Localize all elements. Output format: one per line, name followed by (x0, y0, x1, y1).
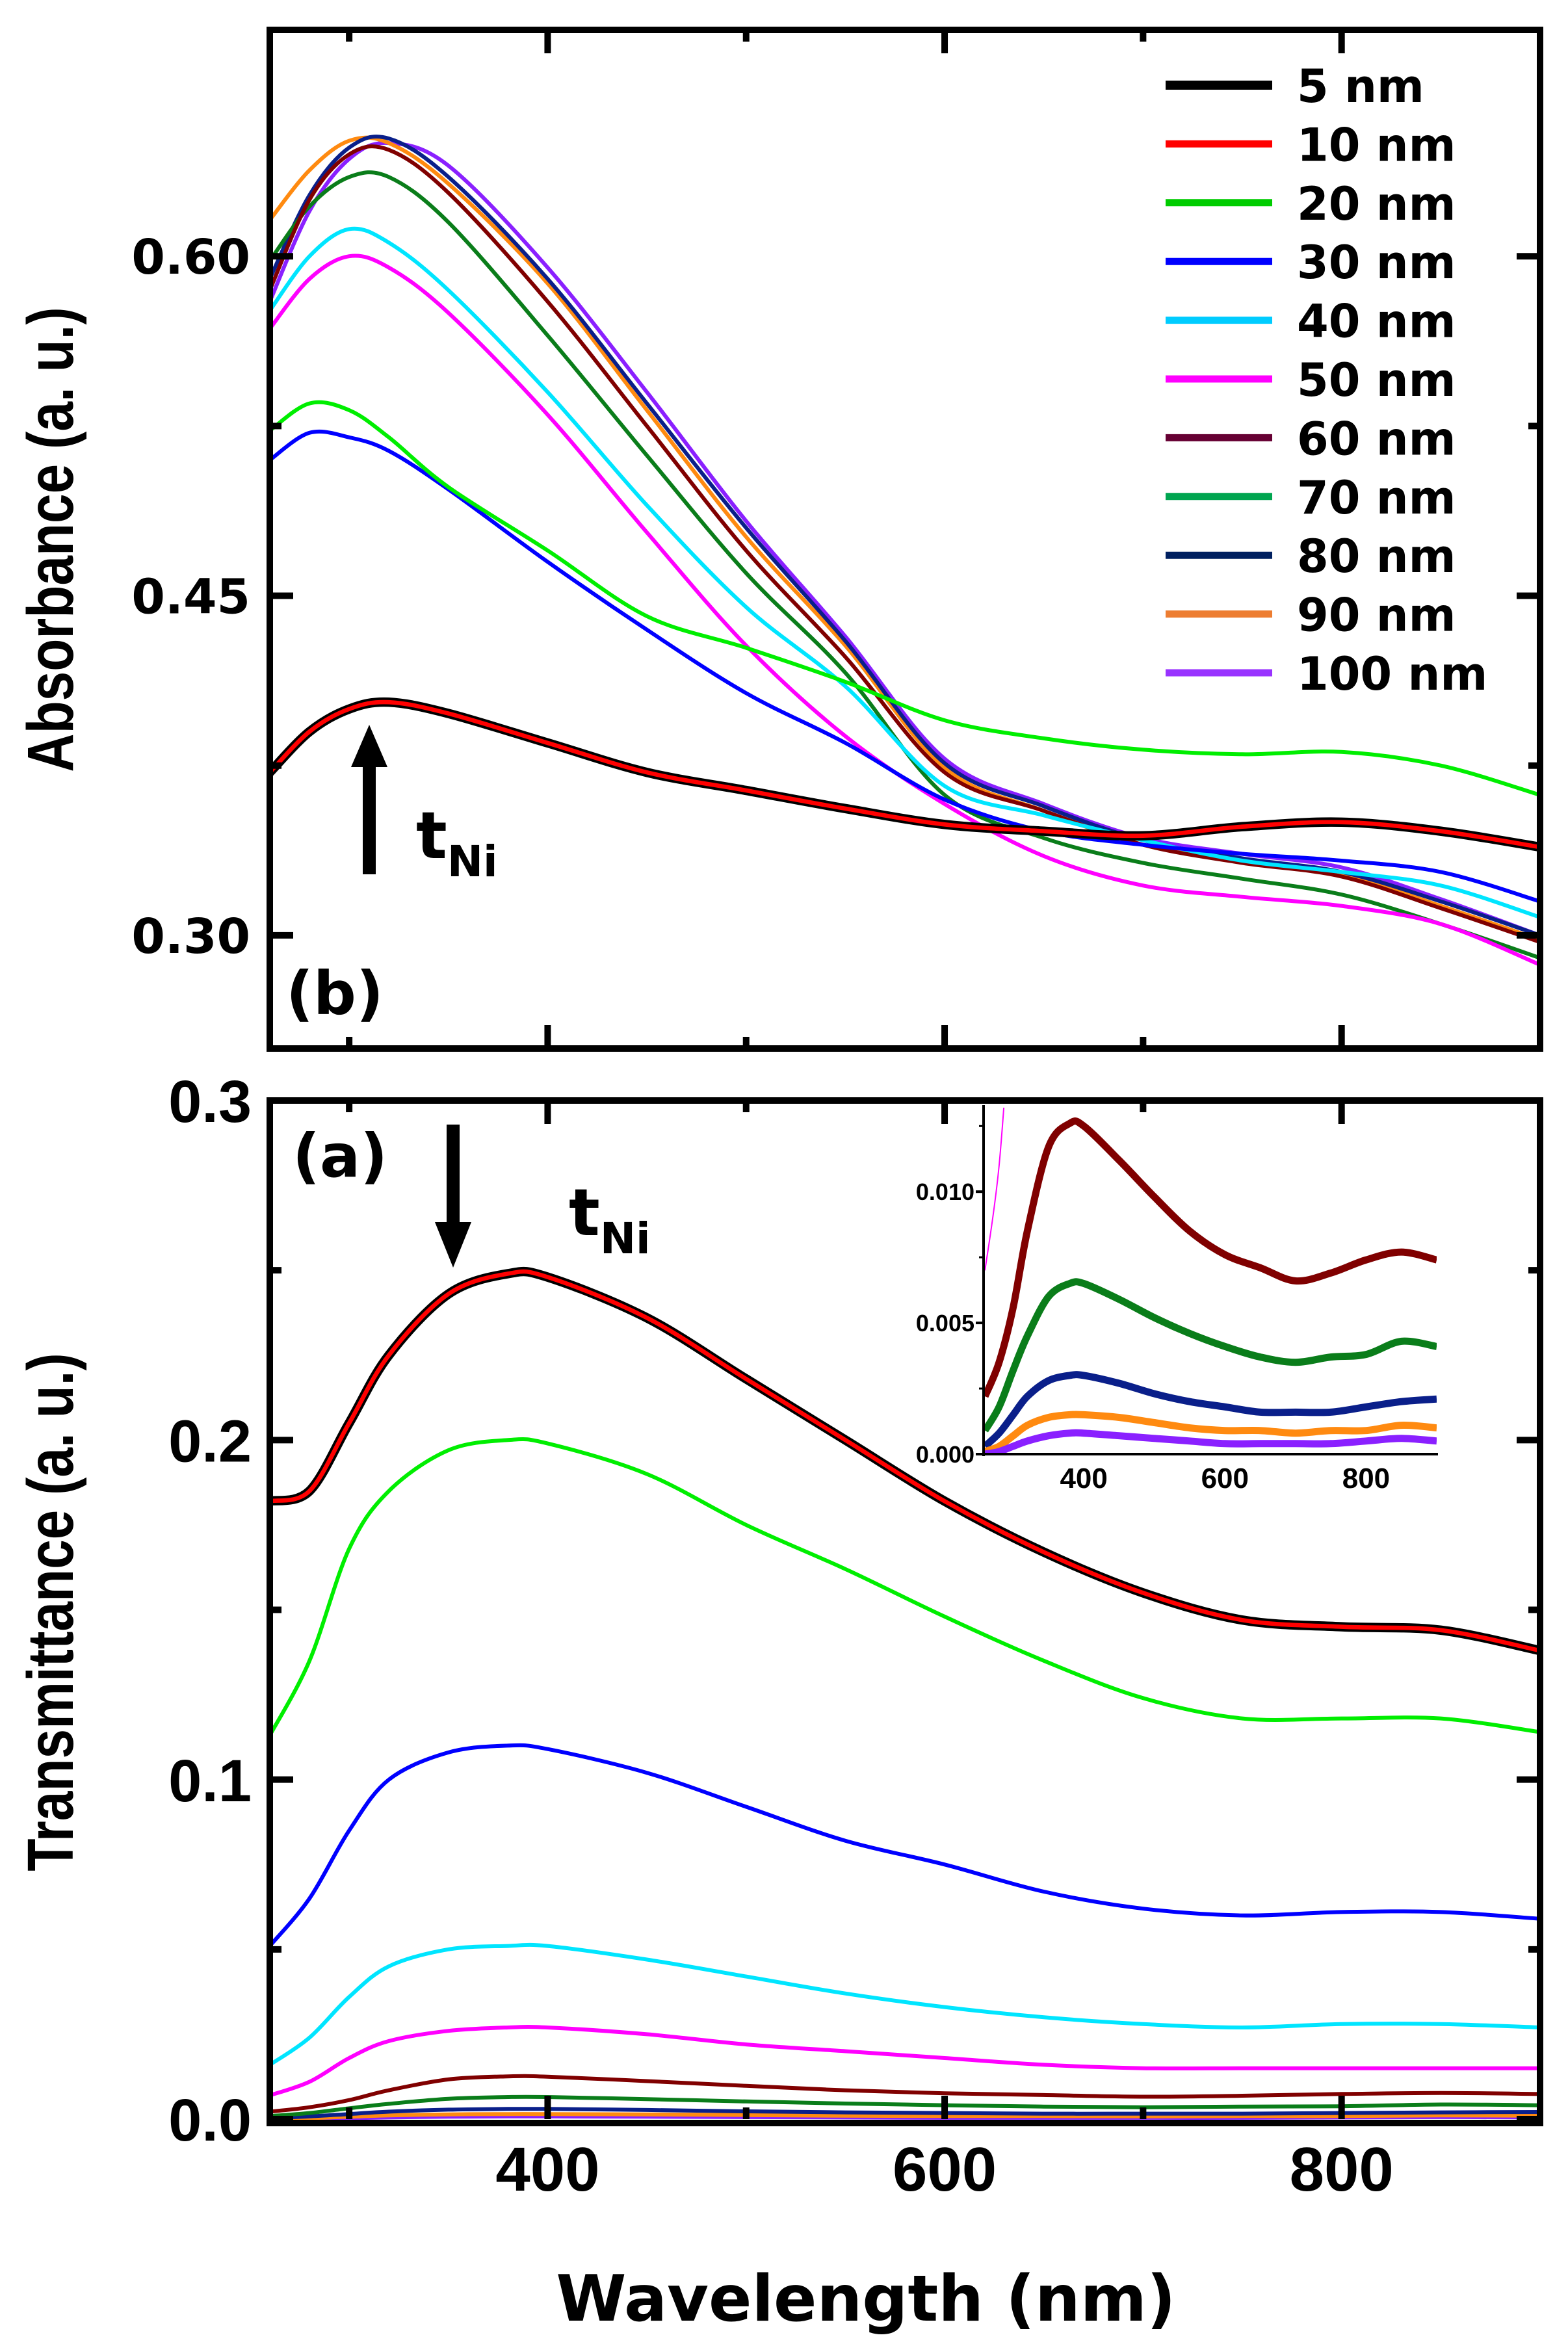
arrow-up-icon (351, 725, 387, 874)
panel-label-b: (b) (286, 959, 384, 1028)
bottom-x-tick-label: 600 (893, 2135, 997, 2204)
legend-label: 100 nm (1297, 647, 1487, 701)
absorbance-series-60-nm (270, 144, 1540, 945)
y-axis-title-absorbance: Absorbance (a. u.) (14, 307, 87, 772)
transmittance-series-70-nm (270, 2094, 1540, 2118)
absorbance-series-10-nm (270, 699, 1540, 850)
bottom-y-tick-label: 0.0 (168, 2087, 252, 2154)
legend-item-80-nm: 80 nm (1166, 530, 1456, 583)
transmittance-series-10-nm (270, 1269, 1540, 1653)
inset-series-100-nm (984, 1429, 1437, 1454)
transmittance-series-20-nm (270, 1437, 1540, 1738)
legend-label: 20 nm (1297, 177, 1456, 231)
absorbance-series-30-nm (270, 429, 1540, 904)
absorbance-series-50-nm (270, 254, 1540, 967)
legend-label: 80 nm (1297, 530, 1456, 583)
top-y-tick-label: 0.60 (131, 229, 250, 285)
legend-item-100-nm: 100 nm (1166, 647, 1487, 701)
annotation-t-ni-top: tNi (416, 798, 498, 887)
top-y-tick-label: 0.30 (131, 909, 250, 965)
bottom-y-tick-label: 0.3 (168, 1069, 252, 1135)
inset-series-80-nm (984, 1371, 1437, 1449)
inset-y-tick-label: 0.005 (916, 1310, 974, 1336)
transmittance-series-80-nm (270, 2107, 1540, 2120)
legend-label: 30 nm (1297, 236, 1456, 289)
absorbance-series-20-nm (270, 400, 1540, 797)
transmittance-series-50-nm (270, 2024, 1540, 2098)
legend-label: 50 nm (1297, 354, 1456, 407)
inset-y-tick-label: 0.000 (916, 1441, 974, 1468)
transmittance-series-60-nm (270, 2074, 1540, 2114)
axes: 0.30 0.45 0.60 400 600 800 0.0 0.1 0.2 0.3 400 600 8… (131, 30, 1543, 2204)
inset-x-tick-label: 800 (1342, 1463, 1390, 1494)
legend-label: 40 nm (1297, 295, 1456, 348)
panel-label-a: (a) (293, 1121, 387, 1191)
bottom-x-tick-label: 400 (495, 2135, 599, 2204)
transmittance-curves (270, 1266, 1540, 2121)
arrow-down-icon (435, 1125, 471, 1268)
inset-series-90-nm (984, 1411, 1437, 1454)
inset-series-60-nm (984, 1117, 1437, 1398)
legend-item-10-nm: 10 nm (1166, 118, 1456, 172)
transmittance-series-40-nm (270, 1942, 1540, 2067)
inset-series-70-nm (984, 1278, 1437, 1433)
y-axis-title-transmittance: Transmittance (a. u.) (14, 1353, 87, 1871)
legend-label: 90 nm (1297, 589, 1456, 642)
bottom-y-tick-label: 0.2 (168, 1408, 252, 1474)
legend-label: 10 nm (1297, 118, 1456, 172)
x-axis-title: Wavelength (nm) (556, 2262, 1175, 2336)
legend-item-5-nm: 5 nm (1166, 60, 1424, 113)
legend-label: 60 nm (1297, 412, 1456, 465)
legend-item-30-nm: 30 nm (1166, 236, 1456, 289)
absorbance-series-80-nm (270, 135, 1540, 937)
annotation-t-ni-bottom: tNi (569, 1175, 651, 1264)
bottom-plot-frame (267, 1097, 1543, 2126)
inset-y-tick-label: 0.010 (916, 1179, 974, 1205)
absorbance-curves (270, 135, 1540, 967)
inset-curves (984, 1108, 1437, 1454)
legend-item-50-nm: 50 nm (1166, 354, 1456, 407)
inset-x-tick-label: 600 (1201, 1463, 1249, 1494)
legend-label: 5 nm (1297, 60, 1424, 113)
legend-item-70-nm: 70 nm (1166, 471, 1456, 525)
top-y-tick-label: 0.45 (131, 569, 250, 625)
top-plot-frame (267, 27, 1543, 1052)
legend-item-40-nm: 40 nm (1166, 295, 1456, 348)
inset-x-tick-label: 400 (1060, 1463, 1107, 1494)
legend-item-20-nm: 20 nm (1166, 177, 1456, 231)
transmittance-series-90-nm (270, 2112, 1540, 2121)
transmittance-series-30-nm (270, 1743, 1540, 1948)
absorbance-series-40-nm (270, 226, 1540, 919)
inset-background (975, 1105, 1443, 1459)
legend-item-90-nm: 90 nm (1166, 589, 1456, 642)
legend-item-60-nm: 60 nm (1166, 412, 1456, 465)
absorbance-series-70-nm (270, 170, 1540, 960)
bottom-y-tick-label: 0.1 (168, 1748, 252, 1814)
legend-label: 70 nm (1297, 471, 1456, 525)
bottom-x-tick-label: 800 (1290, 2135, 1394, 2204)
